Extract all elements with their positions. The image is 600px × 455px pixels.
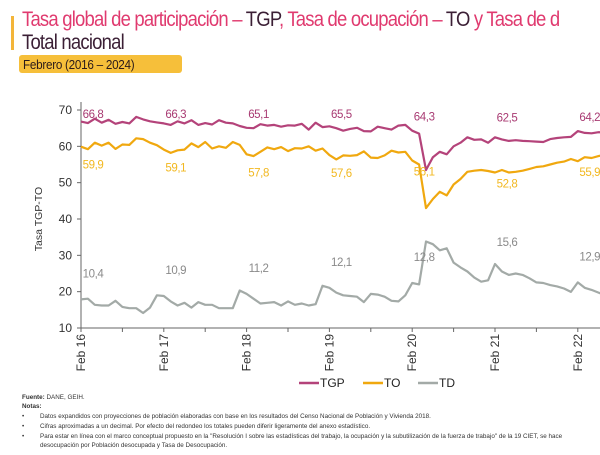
data-label-td: 12,1 [331, 257, 352, 269]
chart-legend: TGP TO TD [299, 376, 455, 390]
note-2: Cifras aproximadas a un decimal. Por efe… [40, 423, 371, 430]
title-text: , Tasa de ocupación – [278, 8, 446, 31]
legend-td-label: TD [439, 376, 455, 390]
data-label-tgp: 64,3 [414, 112, 435, 124]
source-line: Fuente: DANE, GEIH. [22, 394, 85, 401]
data-label-to: 59,1 [165, 163, 186, 175]
data-label-td: 12,8 [414, 252, 435, 264]
legend-to-label: TO [384, 376, 400, 390]
x-tick-label: Feb 18 [240, 334, 254, 372]
series-line-td [80, 240, 600, 315]
series-line-to [80, 137, 600, 210]
y-tick-label: 30 [59, 248, 73, 262]
x-tick-label: Feb 16 [74, 334, 88, 372]
data-label-tgp: 65,5 [331, 109, 352, 121]
data-label-tgp: 66,3 [165, 109, 186, 121]
x-tick-label: Feb 17 [157, 334, 171, 372]
y-tick-label: 20 [59, 285, 73, 299]
data-label-to: 57,6 [331, 168, 352, 180]
note-3: Para estar en línea con el marco concept… [40, 433, 563, 440]
y-tick-label: 40 [59, 212, 73, 226]
data-label-td: 15,6 [497, 237, 518, 249]
data-label-td: 10,4 [83, 268, 105, 280]
title-text: y Tasa de d [469, 8, 560, 31]
x-tick-label: Feb 21 [488, 334, 502, 372]
bullet: • [22, 413, 25, 420]
x-tick-label: Feb 19 [322, 334, 336, 372]
y-tick-label: 50 [59, 176, 73, 190]
data-label-to: 57,8 [248, 167, 269, 179]
page-title: Tasa global de participación – TGP, Tasa… [22, 8, 560, 32]
data-label-td: 11,2 [249, 263, 269, 275]
source-label: Fuente: [22, 394, 45, 401]
x-tick-label: Feb 22 [571, 334, 585, 372]
title-accent-bar [11, 16, 14, 50]
data-label-td: 10,9 [165, 265, 186, 277]
period-badge: Febrero (2016 – 2024) [19, 55, 182, 73]
source-text: DANE, GEIH. [44, 394, 85, 401]
data-label-td: 12,9 [579, 251, 600, 263]
y-tick-label: 60 [59, 139, 73, 153]
data-label-tgp: 62,5 [497, 112, 518, 124]
series-line-tgp [80, 115, 600, 172]
title-to: TO [445, 8, 471, 31]
y-tick-label: 70 [59, 103, 73, 117]
period-badge-text: Febrero (2016 – 2024) [23, 57, 135, 72]
data-label-tgp: 65,1 [248, 109, 269, 121]
y-axis-label: Tasa TGP-TO [33, 187, 45, 251]
note-3-continued: desocupación por Población desocupada y … [40, 442, 228, 449]
data-label-to: 52,8 [497, 178, 518, 190]
data-label-tgp: 64,2 [579, 112, 600, 124]
bullet: • [22, 433, 25, 440]
page-subtitle: Total nacional [22, 31, 125, 54]
title-tgp: TGP [245, 8, 280, 31]
bullet: • [22, 423, 25, 430]
title-text: Tasa global de participación – [22, 8, 246, 31]
data-label-to: 59,9 [83, 160, 104, 172]
notes-label-text: Notas: [22, 403, 42, 410]
data-label-tgp: 66,8 [83, 109, 104, 121]
y-tick-label: 10 [59, 321, 73, 335]
x-tick-label: Feb 20 [405, 334, 419, 372]
notes-label: Notas: [22, 403, 42, 410]
data-label-to: 55,9 [579, 167, 600, 179]
note-1: Datos expandidos con proyecciones de pob… [40, 413, 431, 420]
legend-tgp-label: TGP [320, 376, 345, 390]
line-chart: 10 20 30 40 50 60 70 Tasa TGP-TO Feb 16 Feb 17 Feb… [33, 102, 600, 390]
data-label-to: 56,1 [414, 167, 435, 179]
